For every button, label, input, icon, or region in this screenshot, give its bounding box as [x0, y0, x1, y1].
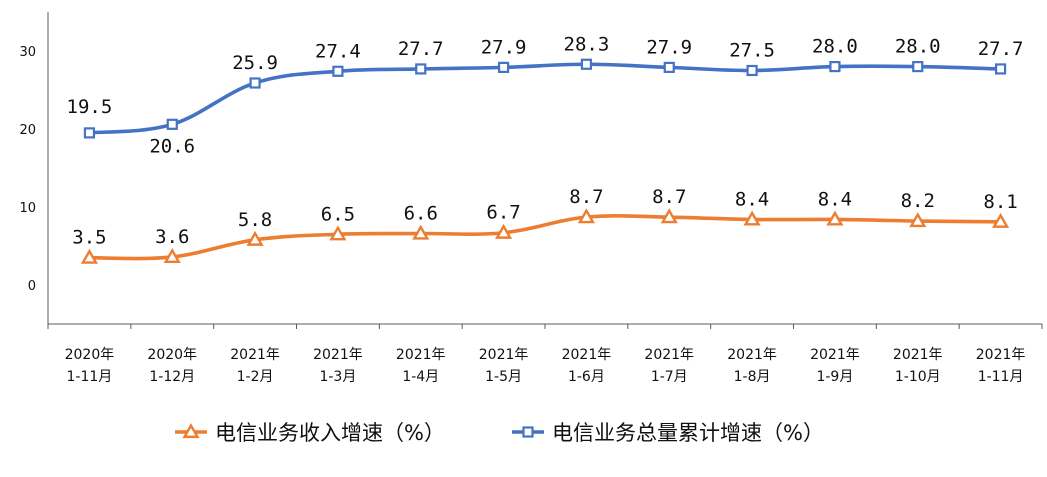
data-label: 6.7	[486, 202, 520, 224]
data-label: 27.4	[315, 40, 361, 62]
data-point	[332, 65, 344, 77]
x-tick-label: 2021年	[313, 347, 363, 363]
x-tick-label: 1-10月	[895, 369, 941, 385]
data-point	[746, 64, 758, 77]
data-point	[994, 63, 1007, 75]
data-point	[415, 63, 427, 75]
data-label: 19.5	[67, 96, 113, 118]
x-tick-label: 2020年	[65, 347, 115, 363]
data-point	[246, 230, 264, 246]
data-point	[329, 225, 347, 241]
x-tick-label: 2021年	[396, 347, 446, 363]
series-volume-growth: 19.5 20.6 25.9 27.4 27.7 27.9 28.3 27.9 27.5 28.0…	[67, 33, 1024, 157]
data-point	[909, 212, 927, 228]
y-tick-label: 0	[28, 279, 36, 294]
data-point	[663, 61, 675, 73]
data-point	[912, 60, 924, 73]
data-label: 3.6	[155, 226, 189, 248]
x-tick-label: 2021年	[644, 347, 694, 363]
data-point	[249, 77, 261, 89]
x-tick-label: 2021年	[810, 347, 860, 363]
x-tick-label: 2021年	[562, 347, 612, 363]
x-tick-label: 1-3月	[319, 369, 356, 385]
data-point	[83, 127, 96, 139]
data-label: 8.7	[652, 186, 686, 208]
data-point	[80, 248, 98, 264]
legend-marker	[182, 423, 200, 439]
x-tick-label: 1-11月	[978, 369, 1024, 385]
x-tick-label: 1-8月	[734, 369, 771, 385]
data-point	[660, 208, 678, 224]
series-line	[87, 214, 1003, 261]
legend-label: 电信业务总量累计增速（%）	[552, 421, 824, 445]
data-label: 8.1	[983, 191, 1017, 213]
x-tick-label: 1-9月	[816, 369, 853, 385]
data-label: 5.8	[238, 209, 272, 231]
data-label: 28.0	[812, 36, 858, 58]
legend-label: 电信业务收入增速（%）	[215, 421, 445, 445]
data-label: 27.7	[398, 38, 444, 60]
data-label: 20.6	[149, 135, 195, 157]
data-point	[743, 210, 761, 226]
x-tick-label: 1-7月	[651, 369, 688, 385]
data-label: 27.9	[481, 36, 527, 58]
data-label: 27.7	[978, 38, 1024, 60]
y-tick-label: 20	[19, 123, 36, 138]
data-label: 25.9	[232, 52, 278, 74]
x-tick-label: 2021年	[976, 347, 1026, 363]
data-point	[495, 223, 513, 239]
data-label: 28.3	[564, 33, 610, 55]
series-line	[87, 62, 1003, 135]
x-tick-label: 1-5月	[485, 369, 522, 385]
data-label: 3.5	[72, 227, 106, 249]
data-point	[829, 60, 841, 73]
data-label: 27.9	[646, 36, 692, 58]
data-point	[412, 224, 430, 240]
data-point	[577, 208, 595, 224]
data-point	[580, 58, 593, 70]
legend: 电信业务收入增速（%） 电信业务总量累计增速（%）	[175, 421, 824, 445]
legend-marker	[522, 426, 534, 438]
x-tick-label: 2021年	[479, 347, 529, 363]
x-tick-label: 2021年	[727, 347, 777, 363]
data-label: 6.5	[321, 203, 355, 225]
x-tick-label: 1-6月	[568, 369, 605, 385]
data-label: 8.4	[818, 188, 852, 210]
x-tick-label: 1-2月	[237, 369, 274, 385]
x-tick-label: 2020年	[147, 347, 197, 363]
data-point	[826, 210, 844, 226]
data-label: 8.2	[901, 190, 935, 212]
data-label: 27.5	[729, 40, 775, 62]
data-label: 8.7	[569, 186, 603, 208]
y-tick-label: 30	[19, 45, 36, 60]
data-label: 8.4	[735, 188, 769, 210]
data-point	[163, 248, 181, 263]
x-tick-label: 2021年	[893, 347, 943, 363]
x-tick-label: 1-12月	[149, 369, 195, 385]
y-tick-label: 10	[19, 201, 36, 216]
data-point	[166, 118, 178, 130]
series-revenue-growth: 3.5 3.6 5.8 6.5 6.6 6.7 8.7 8.7 8.4 8.4 8.2 8.1	[72, 186, 1018, 264]
data-label: 6.6	[404, 203, 438, 225]
data-point	[497, 61, 510, 73]
x-tick-label: 1-11月	[67, 369, 113, 385]
data-label: 28.0	[895, 36, 941, 58]
x-tick-label: 2021年	[230, 347, 280, 363]
data-point	[992, 212, 1010, 228]
x-tick-label: 1-4月	[402, 369, 439, 385]
